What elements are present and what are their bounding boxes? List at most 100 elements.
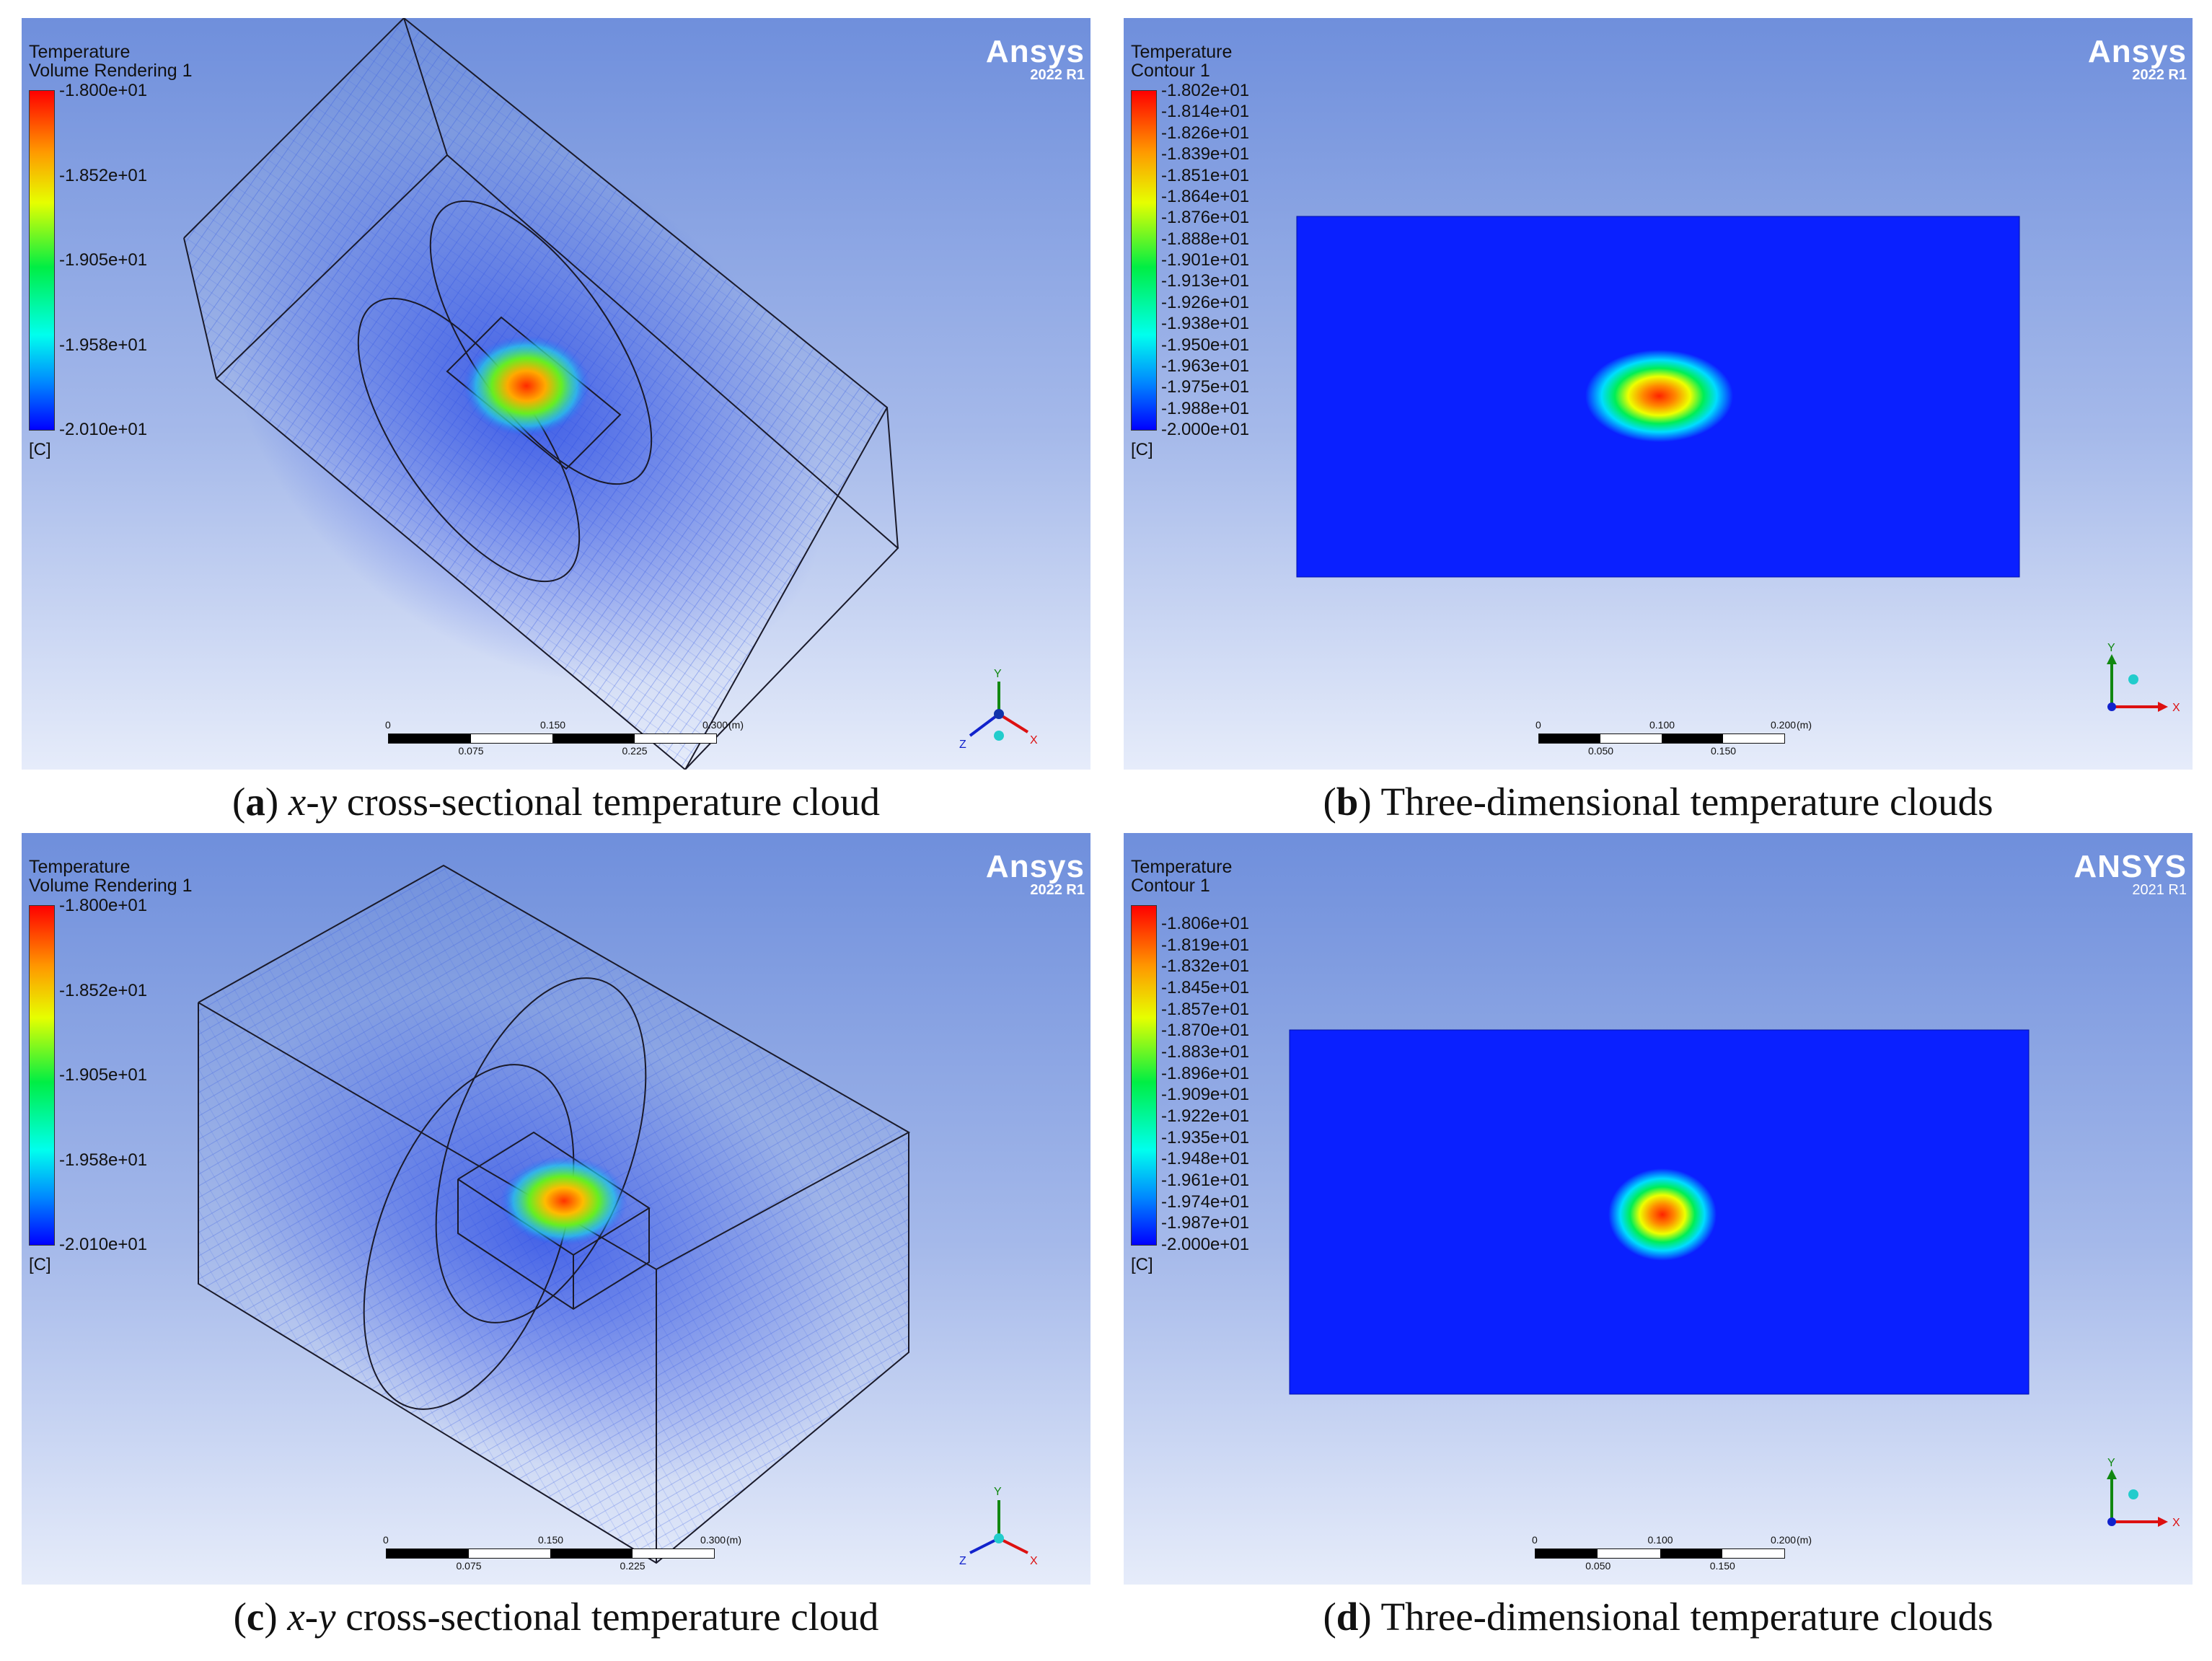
axis-triad-d: Y X bbox=[2107, 1457, 2180, 1529]
legend-header: Temperature Volume Rendering 1 bbox=[29, 858, 193, 895]
axis-y-label: Y bbox=[2107, 1457, 2115, 1469]
scale-bar-label: 0.300 bbox=[702, 719, 728, 731]
scale-bar-label: 0 bbox=[1532, 1534, 1538, 1546]
scale-bar-label: 0.050 bbox=[1588, 745, 1614, 757]
colorbar-tick-label: -1.987e+01 bbox=[1161, 1213, 1250, 1233]
colorbar-tick-label: -1.988e+01 bbox=[1161, 398, 1250, 418]
caption-a: (a) x-y cross-sectional temperature clou… bbox=[232, 780, 880, 824]
panel-d: Temperature Contour 1 ANSYS 2021 R1 [C] … bbox=[1124, 833, 2193, 1585]
colorbar-tick-label: -1.958e+01 bbox=[59, 335, 148, 355]
scale-bar-label: (m) bbox=[726, 1534, 741, 1546]
colorbar-tick-label: -1.806e+01 bbox=[1161, 914, 1250, 933]
scale-bar-label: 0.150 bbox=[1709, 1560, 1735, 1572]
colorbar-tick-label: -1.832e+01 bbox=[1161, 956, 1250, 977]
colorbar-tick-label: -1.905e+01 bbox=[59, 1065, 148, 1085]
colorbar-tick-label: -1.852e+01 bbox=[59, 980, 148, 1000]
colorbar-tick-label: -1.913e+01 bbox=[1161, 271, 1250, 291]
scale-bar-label: 0 bbox=[1535, 719, 1541, 731]
colorbar-tick-label: -1.870e+01 bbox=[1161, 1021, 1250, 1041]
colorbar-tick-label: -1.909e+01 bbox=[1161, 1085, 1250, 1105]
axis-y-label: Y bbox=[994, 1486, 1002, 1498]
scale-bar-label: 0.300 bbox=[700, 1534, 726, 1546]
colorbar-tick-label: -1.876e+01 bbox=[1161, 208, 1250, 228]
colorbar-tick-label: -1.864e+01 bbox=[1161, 186, 1250, 206]
colorbar-unit: [C] bbox=[1131, 440, 1153, 459]
legend-title: Temperature bbox=[1131, 857, 1233, 877]
colorbar-tick-label: -1.845e+01 bbox=[1161, 978, 1250, 997]
legend-subtitle: Volume Rendering 1 bbox=[29, 876, 193, 896]
scale-bar-label: 0.200 bbox=[1771, 1534, 1797, 1546]
colorbar-unit: [C] bbox=[29, 440, 51, 459]
colorbar-tick-label: -1.839e+01 bbox=[1161, 144, 1250, 164]
colorbar-tick-label: -2.000e+01 bbox=[1161, 420, 1250, 439]
colorbar-tick-label: -1.961e+01 bbox=[1161, 1171, 1250, 1190]
scale-bar-label: 0.100 bbox=[1647, 1534, 1673, 1546]
colorbar-tick-label: -1.922e+01 bbox=[1161, 1106, 1250, 1126]
brand-version: 2022 R1 bbox=[2132, 67, 2187, 83]
volume-rendering-c bbox=[198, 864, 911, 1564]
ansys-logo: ANSYS 2021 R1 bbox=[2074, 849, 2187, 899]
colorbar-tick-label: -2.010e+01 bbox=[59, 1235, 148, 1254]
colorbar-tick-label: -1.975e+01 bbox=[1161, 377, 1250, 397]
scale-bar-label: 0.150 bbox=[1711, 745, 1737, 757]
scale-bar-label: 0.150 bbox=[540, 719, 566, 731]
ansys-logo: Ansys 2022 R1 bbox=[986, 34, 1085, 84]
scale-bar bbox=[386, 1548, 715, 1559]
colorbar-tick-label: -2.000e+01 bbox=[1161, 1235, 1250, 1254]
brand-version: 2021 R1 bbox=[2132, 882, 2187, 898]
legend-title: Temperature bbox=[1131, 42, 1233, 62]
brand-name: Ansys bbox=[985, 849, 1085, 884]
axis-x-label: X bbox=[2172, 702, 2180, 714]
colorbar-tick-label: -1.800e+01 bbox=[59, 81, 148, 100]
colorbar-tick-label: -1.851e+01 bbox=[1161, 165, 1250, 185]
colorbar-tick-label: -1.905e+01 bbox=[59, 250, 148, 270]
colorbar-tick-label: -1.852e+01 bbox=[59, 165, 148, 185]
axis-x-label: X bbox=[2172, 1517, 2180, 1529]
panel-a: Temperature Volume Rendering 1 Ansys 202… bbox=[22, 18, 1090, 770]
hot-spot bbox=[1585, 350, 1733, 442]
colorbar-tick-label: -1.814e+01 bbox=[1161, 102, 1250, 122]
scale-bar-label: 0.100 bbox=[1649, 719, 1675, 731]
domain-box-c bbox=[198, 864, 911, 1564]
scale-bar bbox=[388, 733, 717, 744]
ansys-logo: Ansys 2022 R1 bbox=[2088, 34, 2187, 84]
brand-name: ANSYS bbox=[2074, 849, 2187, 884]
panel-c: Temperature Volume Rendering 1 Ansys 202… bbox=[22, 833, 1090, 1585]
axis-y-label: Y bbox=[994, 668, 1002, 680]
scale-bar-label: (m) bbox=[1797, 1534, 1812, 1546]
scale-bar-label: 0.150 bbox=[538, 1534, 564, 1546]
scale-bar-label: 0.225 bbox=[622, 745, 648, 757]
axis-x-label: X bbox=[1030, 734, 1038, 746]
colorbar-tick-label: -1.935e+01 bbox=[1161, 1127, 1250, 1147]
domain-box-a bbox=[183, 18, 899, 770]
scale-bar bbox=[1538, 733, 1785, 744]
scale-bar-label: 0 bbox=[383, 1534, 389, 1546]
scale-bar-label: (m) bbox=[1797, 719, 1812, 731]
brand-version: 2022 R1 bbox=[1030, 882, 1085, 898]
colorbar-unit: [C] bbox=[1131, 1255, 1153, 1274]
volume-rendering-a bbox=[183, 18, 899, 770]
colorbar-tick-label: -1.938e+01 bbox=[1161, 314, 1250, 334]
caption-c: (c) x-y cross-sectional temperature clou… bbox=[233, 1595, 879, 1639]
colorbar-tick-label: -1.901e+01 bbox=[1161, 250, 1250, 270]
axis-y-label: Y bbox=[2107, 642, 2115, 654]
brand-name: Ansys bbox=[2087, 34, 2187, 69]
legend-title: Temperature bbox=[29, 857, 131, 877]
contour-plot-b bbox=[1296, 216, 2020, 578]
scale-bar-label: (m) bbox=[728, 719, 744, 731]
axis-z-label: Z bbox=[959, 739, 966, 751]
colorbar-tick-label: -1.974e+01 bbox=[1161, 1191, 1250, 1212]
colorbar-tick-label: -1.950e+01 bbox=[1161, 335, 1250, 355]
axis-triad-a: Y X Z bbox=[959, 668, 1038, 751]
legend-subtitle: Contour 1 bbox=[1131, 876, 1210, 896]
ansys-logo: Ansys 2022 R1 bbox=[986, 849, 1085, 899]
legend-header: Temperature Contour 1 bbox=[1131, 858, 1232, 895]
caption-d: (d) Three-dimensional temperature clouds bbox=[1323, 1595, 1993, 1639]
axis-x-label: X bbox=[1030, 1555, 1038, 1567]
colorbar-tick-label: -1.800e+01 bbox=[59, 896, 148, 915]
scale-bar bbox=[1535, 1548, 1785, 1559]
axis-z-label: Z bbox=[959, 1555, 966, 1567]
panel-b: Temperature Contour 1 Ansys 2022 R1 [C] … bbox=[1124, 18, 2193, 770]
brand-version: 2022 R1 bbox=[1030, 67, 1085, 83]
scale-bar-label: 0.075 bbox=[456, 1560, 482, 1572]
